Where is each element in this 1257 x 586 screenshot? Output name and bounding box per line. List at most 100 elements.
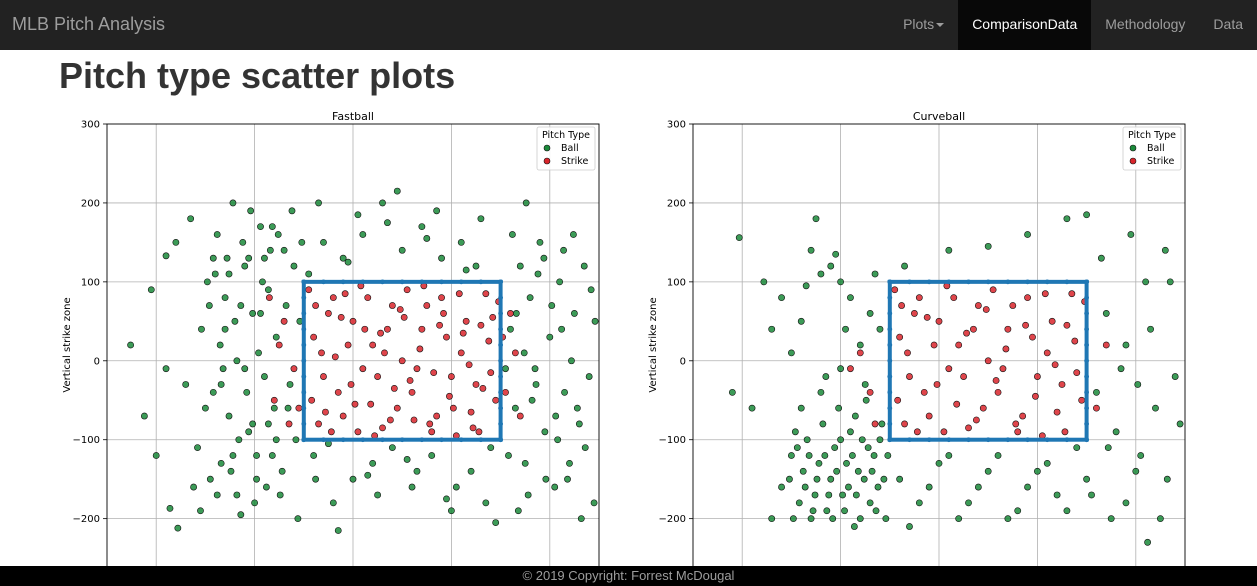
strike-point [913,428,921,436]
ball-point [1043,459,1051,467]
ball-point [229,452,237,459]
ball-point [305,270,313,278]
axes-frame [106,123,600,574]
ball-point [516,262,524,270]
ball-point [1166,278,1174,286]
ball-point [528,396,536,404]
ball-point [1093,388,1100,396]
ball-point [760,278,768,286]
ball-point [851,412,859,420]
strike-point [891,286,899,294]
strike-zone-marker [301,437,307,443]
strike-zone-marker [301,405,307,411]
ball-point [162,252,170,260]
ball-point [320,238,327,246]
ball-point [1063,215,1071,223]
ball-point [812,215,820,223]
ball-point [802,282,810,290]
strike-point [940,428,948,436]
ball-point [778,294,785,302]
legend: Pitch Type Ball Strike [1122,126,1182,171]
ball-point [876,436,884,444]
ball-point [809,507,817,515]
strike-point [955,341,963,349]
ball-point [536,238,544,246]
strike-zone-marker [439,279,444,285]
ball-point [243,388,251,396]
ball-point [577,515,585,523]
strike-point [433,412,441,420]
strike-zone-marker [966,279,971,285]
ball-point [778,483,785,491]
strike-point [1073,369,1081,377]
strike-point [904,349,911,357]
strike-point [479,385,487,392]
strike-point [1002,345,1010,353]
strike-zone-marker [887,358,893,364]
ball-point [837,436,844,444]
legend-marker-ball [1129,144,1137,152]
strike-zone-marker [1044,437,1050,443]
strike-zone-marker [498,437,503,443]
ball-point [585,373,593,380]
ball-point [871,270,879,278]
strike-point [974,302,982,309]
nav-item-comparisondata[interactable]: ComparisonData [958,0,1092,50]
ball-point [570,231,577,238]
ball-point [1102,310,1110,317]
legend-entry-strike: Strike [1147,156,1174,167]
strike-zone-marker [301,358,307,364]
ball-point [502,365,509,373]
ball-point [984,242,992,250]
strike-point [871,420,879,428]
ball-point [832,250,840,258]
ball-point [842,325,849,333]
strike-point [906,373,913,380]
strike-point [428,428,436,436]
ball-point [257,223,264,231]
strike-zone-marker [1005,437,1011,443]
strike-point [1009,302,1017,309]
strike-point [359,365,367,373]
nav-item-plots[interactable]: Plots [889,0,958,50]
ball-point [227,467,235,475]
ball-point [768,325,776,333]
ball-point [546,333,554,341]
ball-point [140,412,148,420]
y-tick-label: 0 [94,356,100,367]
scatter-svg: Fastball 300 200 100 0 −100 −200 Vertical strik… [62,110,600,574]
ball-point [162,365,170,373]
ball-point [811,491,819,499]
ball-point [334,527,342,534]
ball-point [789,515,797,523]
strike-point [1012,420,1020,428]
ball-point [807,515,815,523]
ball-point [182,381,190,388]
ball-point [477,215,485,223]
strike-point [920,388,928,396]
strike-point [1032,392,1039,400]
strike-zone-marker [301,374,307,379]
nav-item-methodology[interactable]: Methodology [1105,16,1186,32]
ball-point [237,302,245,309]
ball-point [187,215,195,223]
ball-point [514,507,522,515]
strike-point [440,310,447,317]
nav-item-data[interactable]: Data [1213,16,1243,32]
ball-point [447,507,455,515]
ball-point [211,270,219,278]
ball-point [276,491,284,499]
ball-point [492,519,500,526]
strike-point [406,377,414,384]
ball-point [206,475,214,483]
strike-point [1041,290,1049,298]
strike-point [950,294,958,302]
ball-point [288,207,296,215]
ball-point [882,515,890,523]
ball-point [568,357,575,365]
strike-point [1068,290,1076,298]
ball-point [835,404,843,412]
y-tick-label: 200 [667,198,686,209]
ball-point [581,444,589,452]
navbar-brand[interactable]: MLB Pitch Analysis [12,14,166,34]
